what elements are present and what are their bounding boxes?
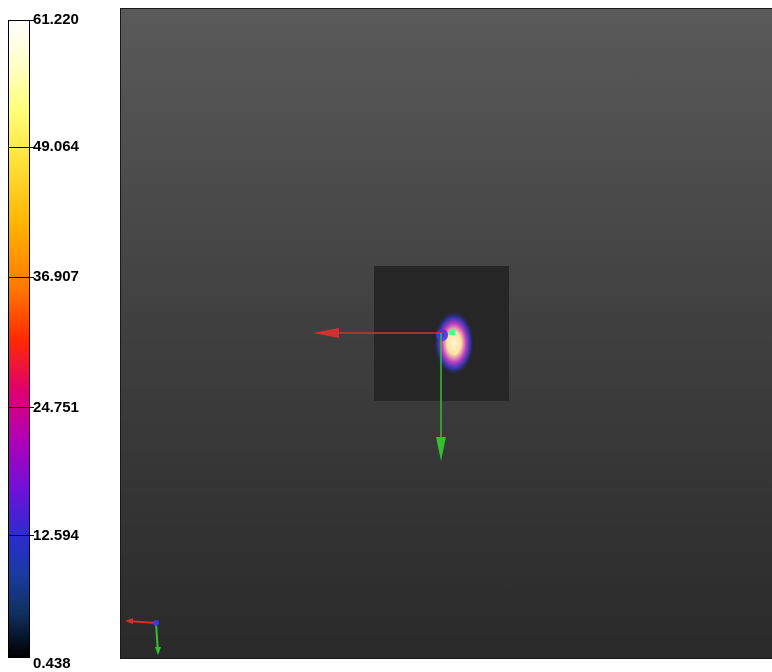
y-axis-arrowhead (436, 437, 446, 461)
center-marker[interactable] (449, 329, 455, 335)
colorbar-tick-label: 49.064 (33, 138, 79, 155)
colorbar-gradient (8, 20, 30, 658)
colorbar-tick-label: 36.907 (33, 268, 79, 285)
colorbar-tick-label-max: 61.220 (33, 11, 79, 28)
scene-overlay (125, 311, 474, 655)
colorbar-tick-mark (8, 147, 34, 148)
colorbar-panel: 61.220 49.064 36.907 24.751 12.594 0.438 (0, 0, 118, 672)
orientation-axes-icon (125, 618, 161, 655)
colorbar-tick-mark (8, 277, 34, 278)
colorbar-tick-mark (8, 20, 34, 21)
colorbar-tick-mark (8, 407, 34, 408)
colorbar-tick-label: 12.594 (33, 527, 79, 544)
colorbar-tick-mark (8, 535, 34, 536)
volume-blob (434, 311, 474, 375)
colorbar-tick-label: 24.751 (33, 399, 79, 416)
render-viewport[interactable] (120, 8, 772, 659)
blob-core (436, 329, 448, 341)
colorbar-tick-label-min: 0.438 (33, 655, 71, 672)
x-axis-arrowhead (313, 328, 339, 338)
